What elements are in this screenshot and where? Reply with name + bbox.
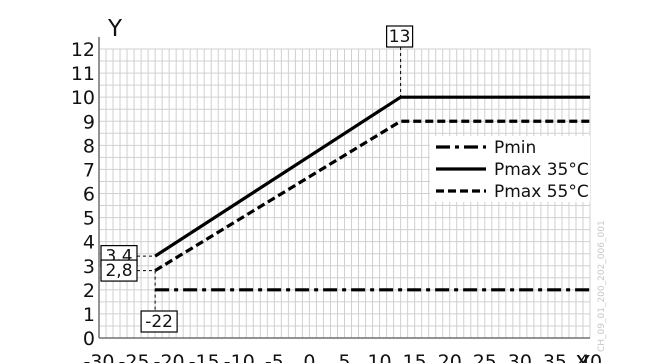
y-tick-label: 11 bbox=[71, 63, 95, 85]
y-tick-label: 9 bbox=[83, 111, 95, 133]
x-tick-label: 20 bbox=[438, 351, 462, 363]
callouts: 133,42,8-22 bbox=[100, 25, 414, 333]
x-tick-label: 40 bbox=[578, 351, 602, 363]
series-line bbox=[154, 119, 590, 272]
x-tick-label: -15 bbox=[189, 351, 220, 363]
legend-label: Pmax 55°C bbox=[494, 182, 589, 202]
y-tick-label: 2 bbox=[83, 280, 95, 302]
y-tick-label: 0 bbox=[83, 328, 95, 350]
x-tick-label: 30 bbox=[508, 351, 532, 363]
x-axis-title: X bbox=[575, 352, 591, 363]
y-tick-label: 3 bbox=[83, 256, 95, 278]
x-tick-label: -5 bbox=[265, 351, 284, 363]
x-tick-label: -30 bbox=[83, 351, 114, 363]
x-tick-label: -20 bbox=[154, 351, 185, 363]
x-tick-label: 0 bbox=[303, 351, 315, 363]
callout-label: -22 bbox=[145, 312, 173, 332]
legend-label: Pmax 35°C bbox=[494, 160, 589, 180]
y-tick-label: 7 bbox=[83, 159, 95, 181]
y-tick-label: 12 bbox=[71, 39, 95, 61]
x-tick-label: 5 bbox=[338, 351, 350, 363]
callout-box bbox=[100, 259, 138, 282]
watermark: CH_09_01_200_202_006_001 bbox=[597, 220, 607, 352]
y-tick-label: 4 bbox=[83, 232, 95, 254]
legend-label: Pmin bbox=[494, 138, 536, 158]
y-axis-title: Y bbox=[107, 16, 123, 42]
plot-frame bbox=[98, 37, 590, 339]
y-tick-label: 1 bbox=[83, 304, 95, 326]
x-tick-label: 10 bbox=[367, 351, 391, 363]
callout-box bbox=[386, 25, 414, 48]
y-tick-label: 6 bbox=[83, 184, 95, 206]
callout-box bbox=[140, 310, 178, 333]
x-tick-label: -25 bbox=[119, 351, 150, 363]
y-tick-label: 5 bbox=[83, 208, 95, 230]
y-tick-label: 10 bbox=[71, 87, 95, 109]
x-tick-label: 35 bbox=[543, 351, 567, 363]
x-tick-label: -10 bbox=[224, 351, 255, 363]
x-tick-label: 15 bbox=[403, 351, 427, 363]
callout-label: 2,8 bbox=[105, 261, 132, 281]
callout-label: 13 bbox=[389, 27, 411, 47]
x-tick-label: 25 bbox=[473, 351, 497, 363]
y-tick-label: 8 bbox=[83, 135, 95, 157]
